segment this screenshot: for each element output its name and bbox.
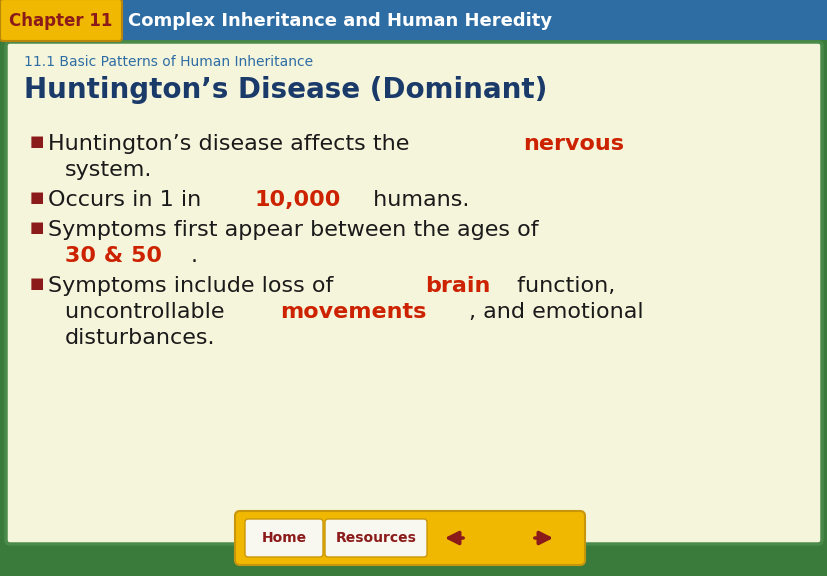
Text: Occurs in 1 in: Occurs in 1 in — [48, 190, 208, 210]
Text: , and emotional: , and emotional — [468, 302, 643, 322]
FancyBboxPatch shape — [6, 42, 821, 544]
Text: brain: brain — [425, 276, 490, 296]
Text: ■: ■ — [30, 190, 45, 205]
Text: Complex Inheritance and Human Heredity: Complex Inheritance and Human Heredity — [128, 12, 552, 30]
Text: nervous: nervous — [523, 134, 624, 154]
Text: Resources: Resources — [335, 531, 416, 545]
Text: ■: ■ — [30, 276, 45, 291]
Text: Huntington’s disease affects the: Huntington’s disease affects the — [48, 134, 416, 154]
Text: Home: Home — [261, 531, 306, 545]
Text: disturbances.: disturbances. — [65, 328, 215, 348]
FancyBboxPatch shape — [245, 519, 323, 557]
Text: .: . — [190, 246, 197, 266]
Text: humans.: humans. — [366, 190, 469, 210]
Text: 11.1 Basic Patterns of Human Inheritance: 11.1 Basic Patterns of Human Inheritance — [24, 55, 313, 69]
Text: movements: movements — [280, 302, 426, 322]
Text: Symptoms first appear between the ages of: Symptoms first appear between the ages o… — [48, 220, 538, 240]
Text: Chapter 11: Chapter 11 — [9, 12, 112, 30]
Text: 10,000: 10,000 — [255, 190, 341, 210]
FancyBboxPatch shape — [235, 511, 585, 565]
Text: ■: ■ — [30, 134, 45, 149]
Text: Symptoms include loss of: Symptoms include loss of — [48, 276, 340, 296]
Text: uncontrollable: uncontrollable — [65, 302, 232, 322]
Text: 30 & 50: 30 & 50 — [65, 246, 162, 266]
Text: system.: system. — [65, 160, 152, 180]
FancyBboxPatch shape — [325, 519, 427, 557]
Text: Huntington’s Disease (Dominant): Huntington’s Disease (Dominant) — [24, 76, 547, 104]
FancyBboxPatch shape — [0, 0, 827, 40]
FancyBboxPatch shape — [0, 0, 122, 41]
Text: ■: ■ — [30, 220, 45, 235]
Text: function,: function, — [509, 276, 614, 296]
